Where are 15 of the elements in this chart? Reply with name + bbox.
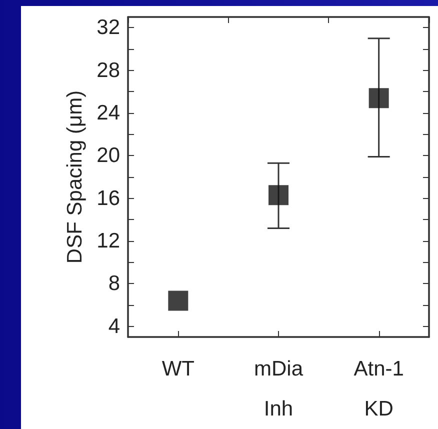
point	[368, 88, 389, 108]
x-tick-label: mDia Inh	[254, 358, 304, 420]
y-tick-label: 16	[96, 186, 120, 210]
y-tick-label: 24	[96, 102, 120, 124]
point	[268, 185, 288, 206]
y-tick-label: 32	[96, 16, 120, 40]
y-axis-title: DSF Spacing (μm)	[64, 90, 87, 264]
y-tick-label: 28	[96, 58, 120, 82]
y-tick-label: 4	[108, 314, 120, 338]
point	[168, 290, 188, 311]
x-tick-label: WT	[162, 358, 195, 380]
y-tick-label: 8	[108, 272, 120, 296]
x-tick-label: Atn-1 KD	[354, 358, 404, 420]
y-tick-label: 20	[96, 144, 120, 168]
y-tick-label: 12	[96, 230, 120, 252]
